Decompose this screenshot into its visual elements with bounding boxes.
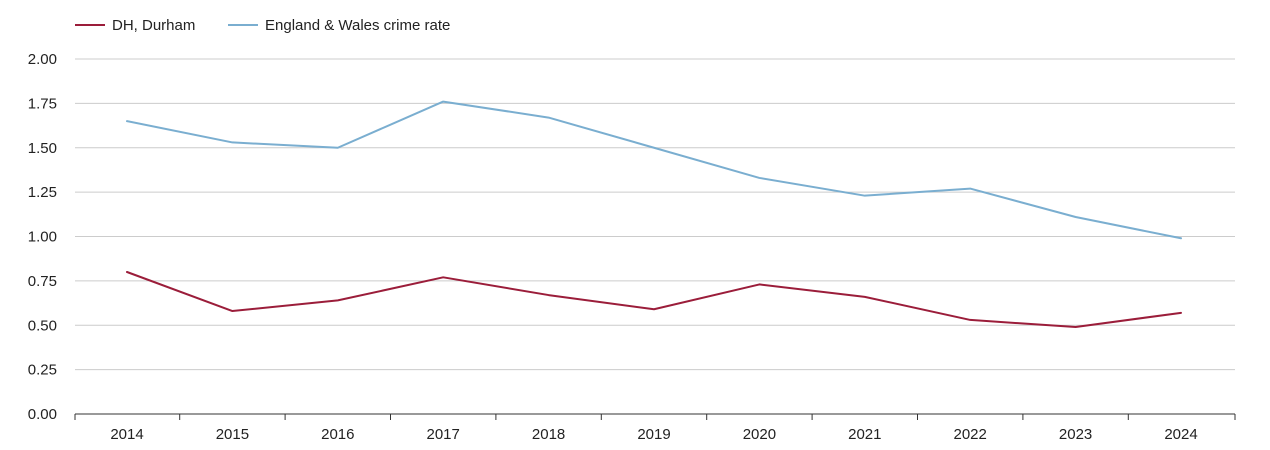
series-lines <box>126 100 1182 329</box>
legend-label: DH, Durham <box>112 17 195 34</box>
y-tick-label: 0.50 <box>28 317 57 334</box>
y-tick-label: 0.00 <box>28 406 57 423</box>
x-axis-ticks: 2014 2015 2016 2017 2018 2019 2020 2021 2022 2023… <box>74 414 1236 443</box>
legend-label: England & Wales crime rate <box>265 17 450 34</box>
x-tick-label: 2016 <box>321 426 354 443</box>
x-tick-label: 2024 <box>1164 426 1197 443</box>
y-tick-label: 1.75 <box>28 95 57 112</box>
y-axis-ticks: 0.00 0.25 0.50 0.75 1.00 1.25 1.50 1.75 2.00 <box>28 51 57 423</box>
x-tick-label: 2022 <box>954 426 987 443</box>
y-tick-label: 0.25 <box>28 362 57 379</box>
y-tick-label: 2.00 <box>28 51 57 68</box>
gridlines <box>75 58 1235 371</box>
x-tick-label: 2020 <box>743 426 776 443</box>
x-tick-label: 2017 <box>427 426 460 443</box>
x-tick-label: 2018 <box>532 426 565 443</box>
y-tick-label: 1.00 <box>28 229 57 246</box>
legend-item: DH, Durham <box>75 17 195 34</box>
x-tick-label: 2015 <box>216 426 249 443</box>
series-line <box>126 100 1182 240</box>
x-tick-label: 2019 <box>637 426 670 443</box>
x-tick-label: 2014 <box>110 426 143 443</box>
y-tick-label: 0.75 <box>28 273 57 290</box>
legend: DH, Durham England & Wales crime rate <box>75 17 450 34</box>
legend-item: England & Wales crime rate <box>228 17 450 34</box>
x-tick-label: 2023 <box>1059 426 1092 443</box>
series-line <box>126 271 1182 329</box>
x-tick-label: 2021 <box>848 426 881 443</box>
y-tick-label: 1.50 <box>28 140 57 157</box>
y-tick-label: 1.25 <box>28 184 57 201</box>
